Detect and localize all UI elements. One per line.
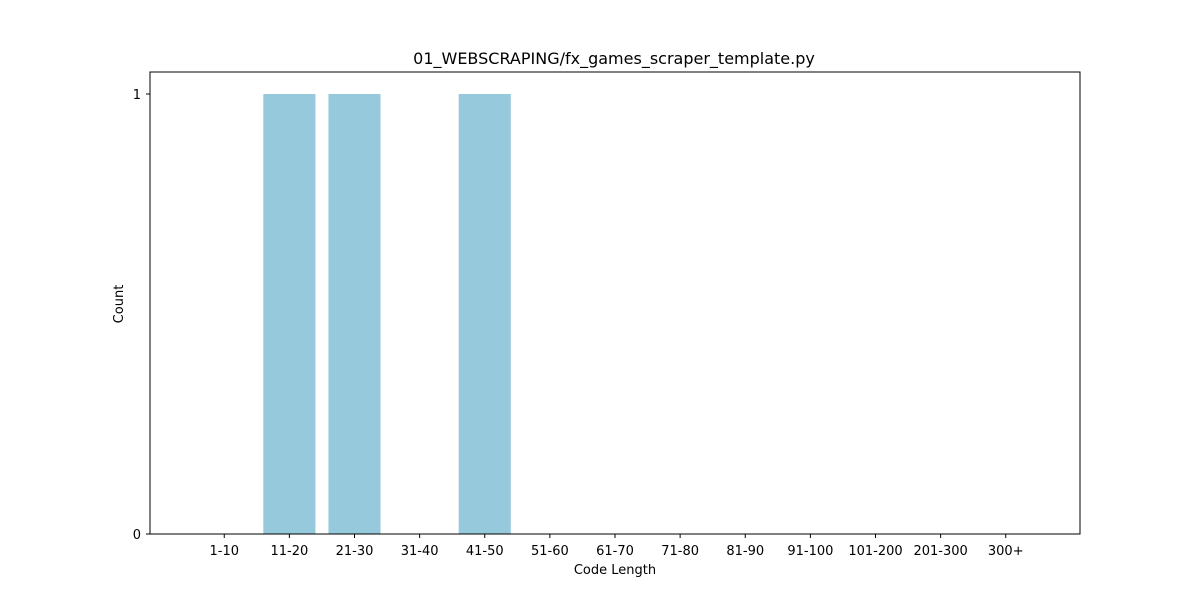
x-tick-label: 201-300 xyxy=(913,544,967,559)
x-axis-ticks: 1-10 11-20 21-30 31-40 41-50 51-60 61-70 71-80 8… xyxy=(209,534,1024,559)
bar-11-20 xyxy=(263,94,316,534)
x-tick-label: 71-80 xyxy=(661,544,699,559)
y-axis-label: Count xyxy=(112,285,127,324)
x-axis-label: Code Length xyxy=(574,563,656,578)
bar-41-50 xyxy=(458,94,511,534)
bars-layer xyxy=(263,94,511,534)
plot-frame xyxy=(149,71,1081,535)
x-tick-label: 41-50 xyxy=(466,544,504,559)
x-tick-label: 31-40 xyxy=(401,544,439,559)
y-tick-label: 1 xyxy=(133,88,141,103)
bar-21-30 xyxy=(328,94,381,534)
x-tick-label: 51-60 xyxy=(531,544,569,559)
x-tick-label: 101-200 xyxy=(848,544,902,559)
y-axis-ticks: 01 xyxy=(133,88,150,543)
x-tick-label: 81-90 xyxy=(726,544,764,559)
x-tick-label: 91-100 xyxy=(787,544,833,559)
x-tick-label: 300+ xyxy=(988,544,1024,559)
x-tick-label: 21-30 xyxy=(336,544,374,559)
chart-title: 01_WEBSCRAPING/fx_games_scraper_template… xyxy=(413,49,815,69)
x-tick-label: 1-10 xyxy=(209,544,239,559)
y-tick-label: 0 xyxy=(133,528,141,543)
x-tick-label: 11-20 xyxy=(270,544,308,559)
x-tick-label: 61-70 xyxy=(596,544,634,559)
